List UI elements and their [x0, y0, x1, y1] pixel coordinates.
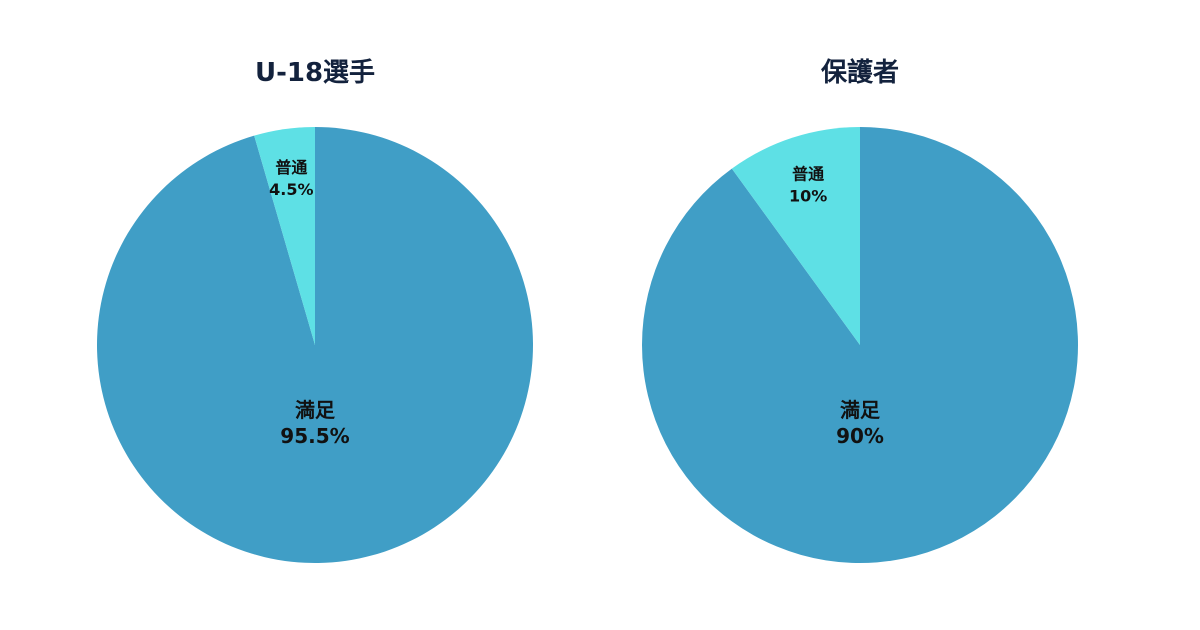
slice-label-neutral: 普通 — [792, 164, 824, 183]
pie-slice-neutral — [254, 127, 315, 345]
chart-title-guardians: 保護者 — [820, 58, 899, 88]
slice-value-neutral: 10% — [789, 186, 827, 205]
slice-label-satisfied: 満足 — [840, 398, 881, 422]
slice-label-satisfied: 満足 — [295, 398, 336, 422]
pie-chart-u18: U-18選手 満足 95.5% 普通 4.5% — [97, 58, 534, 563]
pie-slice-satisfied — [641, 127, 1078, 563]
slice-label-neutral: 普通 — [275, 158, 307, 177]
pie-chart-guardians: 保護者 満足 90% 普通 10% — [545, 0, 1145, 630]
slice-value-satisfied: 95.5% — [280, 424, 349, 448]
slice-value-neutral: 4.5% — [269, 180, 313, 199]
chart-title-u18: U-18選手 — [254, 58, 376, 88]
pie-slice-neutral — [731, 127, 860, 345]
slice-value-satisfied: 90% — [836, 424, 884, 448]
pie-slice-satisfied — [97, 127, 534, 563]
